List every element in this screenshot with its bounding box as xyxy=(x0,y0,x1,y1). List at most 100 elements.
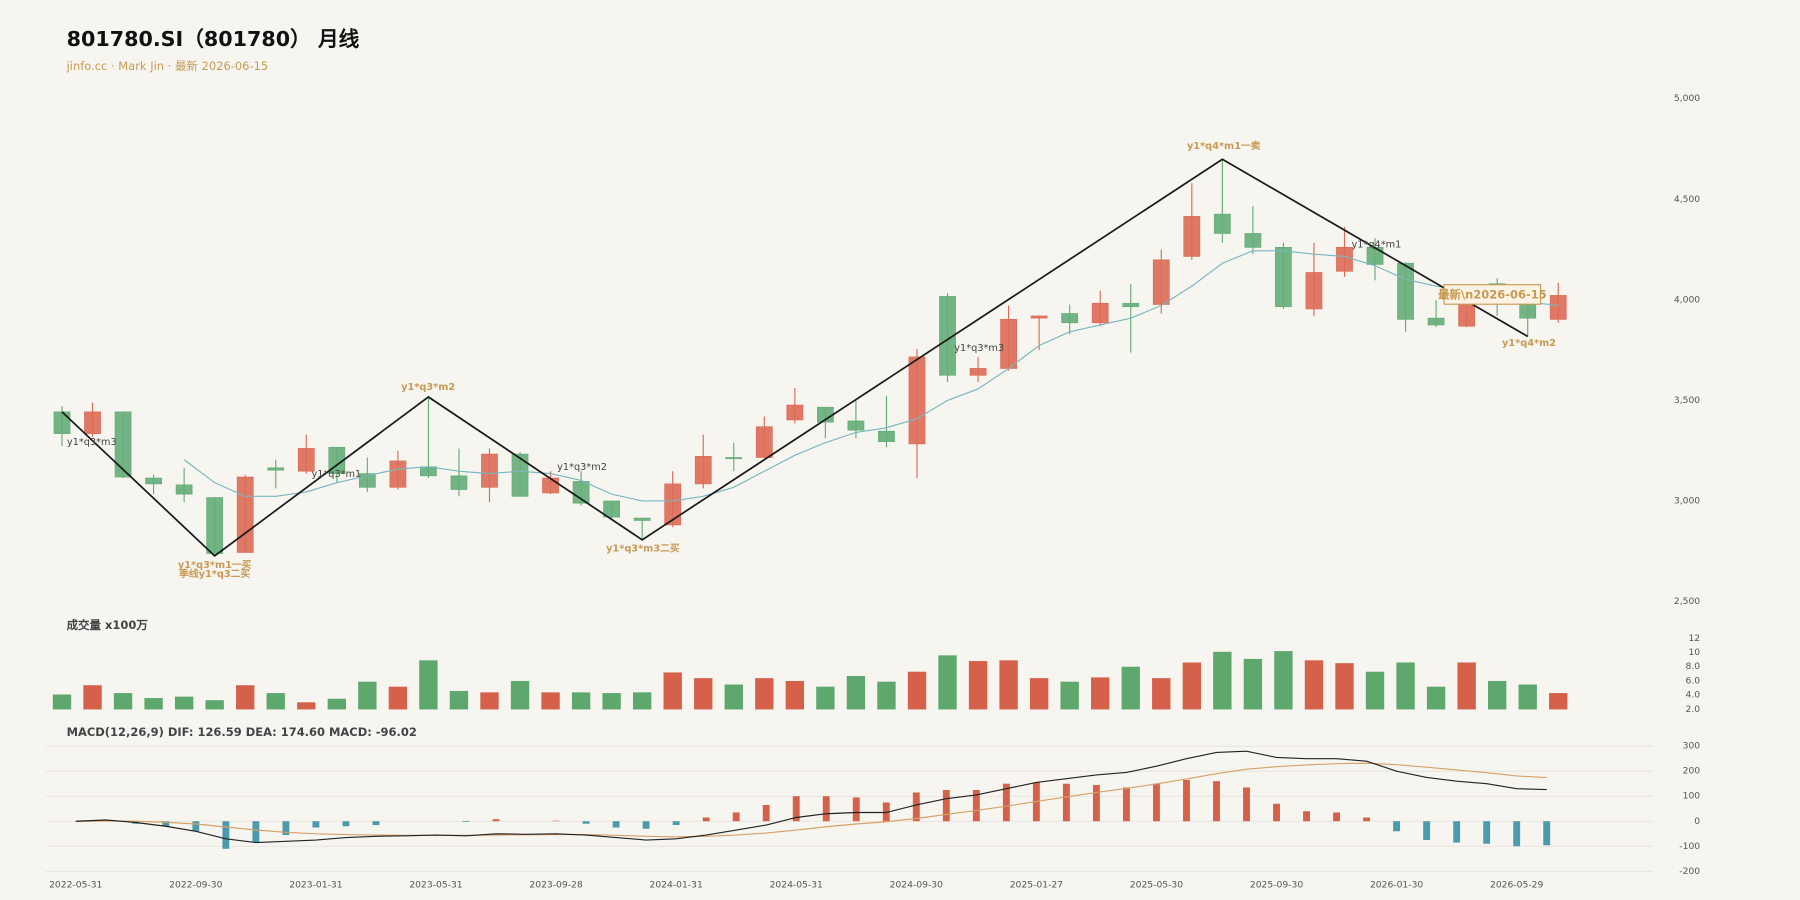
macd-bar xyxy=(1423,821,1431,841)
macd-bar xyxy=(1122,787,1130,822)
candle-body xyxy=(481,453,498,488)
candle-body xyxy=(1305,272,1323,310)
macd-bar xyxy=(372,821,380,826)
macd-bar xyxy=(342,821,350,827)
zigzag-line xyxy=(61,158,1529,557)
volume-bar xyxy=(327,698,346,710)
dea-line xyxy=(75,762,1547,838)
y-tick-label: 12 xyxy=(1688,633,1700,644)
chart-title: 801780.SI（801780） 月线 xyxy=(67,27,360,51)
volume-bar xyxy=(1243,658,1263,710)
volume-bar xyxy=(785,680,805,710)
macd-bar xyxy=(1273,803,1280,822)
macd-bar xyxy=(462,821,470,823)
candle-body xyxy=(1030,315,1048,319)
macd-bar xyxy=(1543,821,1551,846)
macd-bar xyxy=(852,797,860,822)
y-tick-label: 100 xyxy=(1683,791,1701,802)
y-tick-label: 300 xyxy=(1683,741,1701,752)
annotation: y1*q3*m1一买 xyxy=(178,559,252,571)
y-tick-label: 3,000 xyxy=(1674,495,1700,506)
y-tick-label: 2,500 xyxy=(1674,596,1700,607)
macd-bar xyxy=(252,821,260,843)
volume-bar xyxy=(1304,660,1324,710)
macd-bar xyxy=(1153,783,1160,822)
candle-body xyxy=(1091,302,1109,324)
macd-bar xyxy=(912,792,920,822)
candle-body xyxy=(450,475,468,490)
macd-bar xyxy=(552,820,560,822)
x-tick-label: 2022-09-30 xyxy=(169,880,222,891)
volume-bar xyxy=(1457,662,1476,710)
candle-body xyxy=(542,477,559,494)
macd-bar xyxy=(612,821,620,828)
volume-bar xyxy=(1213,651,1232,710)
volume-bar xyxy=(388,686,408,710)
candle-body xyxy=(1122,302,1140,308)
dif-line xyxy=(75,750,1547,844)
y-tick-label: 2.0 xyxy=(1686,704,1701,715)
volume-bar xyxy=(1487,680,1507,710)
macd-bar xyxy=(702,817,710,822)
annotation: 季线y1*q3二买 xyxy=(178,567,250,580)
candle-body xyxy=(939,296,956,376)
candle-body xyxy=(84,411,101,434)
candle-body xyxy=(511,453,529,497)
x-tick-label: 2024-05-31 xyxy=(770,880,823,891)
volume-bar xyxy=(419,660,438,710)
x-tick-label: 2024-01-31 xyxy=(649,880,702,891)
macd-bar xyxy=(282,821,290,836)
x-tick-label: 2025-01-27 xyxy=(1010,880,1063,891)
volume-bar xyxy=(816,686,835,710)
volume-bar xyxy=(113,693,133,710)
y-tick-label: 4,500 xyxy=(1674,194,1700,205)
x-tick-label: 2023-05-31 xyxy=(409,880,462,891)
candle-body xyxy=(145,477,162,485)
chart-subtitle: jinfo.cc · Mark Jin · 最新 2026-06-15 xyxy=(66,59,269,73)
macd-bar xyxy=(1363,817,1371,822)
volume-bar xyxy=(602,693,621,710)
candle-body xyxy=(1549,295,1567,320)
macd-bar xyxy=(882,802,890,822)
macd-bar xyxy=(1453,821,1461,843)
macd-title: MACD(12,26,9) DIF: 126.59 DEA: 174.60 MA… xyxy=(67,725,417,739)
candle-body xyxy=(633,517,651,521)
annotation: y1*q4*m2 xyxy=(1502,338,1556,349)
macd-bar xyxy=(1303,811,1310,822)
x-tick-label: 2023-01-31 xyxy=(289,880,342,891)
volume-bar xyxy=(846,675,866,710)
volume-bar xyxy=(724,684,743,710)
x-tick-label: 2026-05-29 xyxy=(1490,880,1543,891)
candle-body xyxy=(664,483,682,526)
y-tick-label: -200 xyxy=(1679,866,1700,877)
candle-body xyxy=(908,356,926,445)
volume-bar xyxy=(297,702,316,710)
y-tick-label: 0 xyxy=(1694,816,1700,827)
volume-bar xyxy=(541,692,560,710)
volume-bar xyxy=(1365,671,1385,710)
x-tick-label: 2022-05-31 xyxy=(49,880,102,891)
x-tick-label: 2025-05-30 xyxy=(1130,880,1183,891)
macd-bar xyxy=(1333,812,1341,822)
macd-bar xyxy=(942,789,950,822)
volume-bar xyxy=(1518,684,1537,710)
volume-bar xyxy=(1091,677,1110,710)
volume-bar xyxy=(236,685,255,710)
y-tick-label: 5,000 xyxy=(1674,93,1700,104)
macd-bar xyxy=(792,796,800,822)
x-tick-label: 2023-09-28 xyxy=(529,880,582,891)
candle-body xyxy=(1244,233,1262,248)
annotation: y1*q4*m1 xyxy=(1351,240,1401,251)
macd-bar xyxy=(1393,821,1401,832)
volume-bar xyxy=(999,660,1018,710)
macd-bar xyxy=(162,821,170,827)
volume-bar xyxy=(449,690,469,710)
y-tick-label: 10 xyxy=(1688,647,1700,658)
candle-body xyxy=(603,500,621,518)
candle-body xyxy=(389,460,407,488)
volume-bar xyxy=(1029,678,1049,710)
volume-bar xyxy=(83,685,102,710)
candle-body xyxy=(878,430,895,442)
macd-bar xyxy=(822,796,830,822)
